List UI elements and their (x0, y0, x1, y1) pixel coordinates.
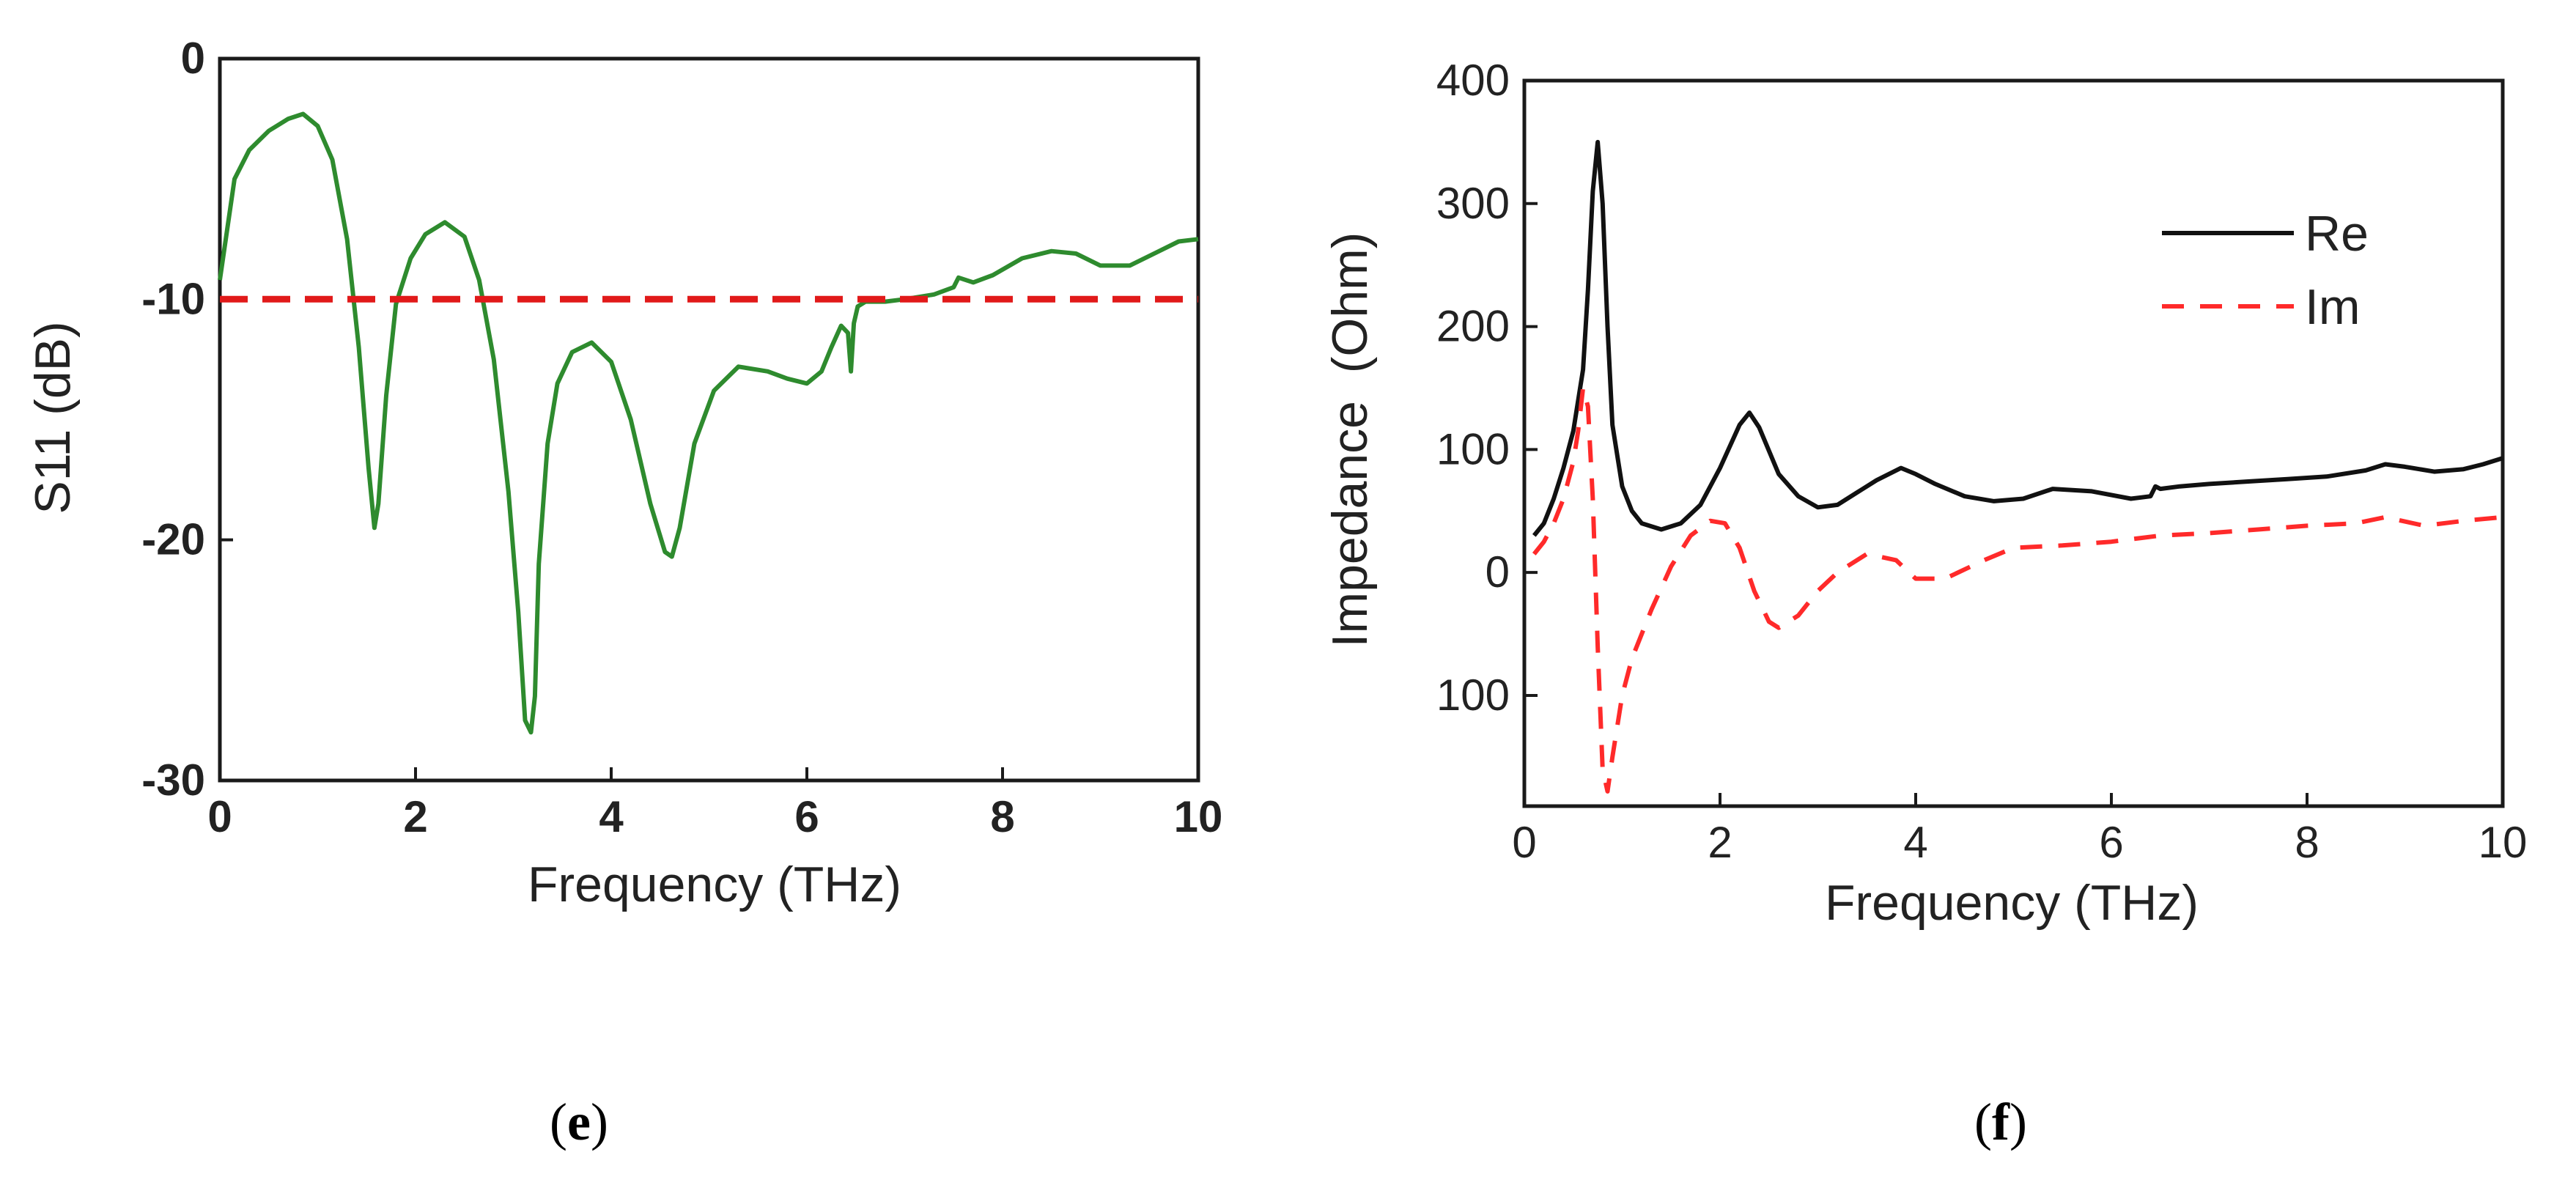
panel-letter-f: f (1992, 1093, 2010, 1151)
y-axis-title-f: Impedance (Ohm) (1322, 232, 1378, 648)
x-axis-title-f: Frequency (THz) (1825, 875, 2199, 931)
panel-label-e: (e) (550, 1093, 608, 1151)
y-tick-label: 0 (181, 34, 205, 83)
x-tick-label: 6 (794, 792, 819, 841)
series-line-s11 (218, 111, 1199, 735)
x-tick-labels-e: 0 2 4 6 8 10 (207, 792, 1222, 841)
panel-label-f: (f) (1974, 1093, 2027, 1151)
x-tick-label: 8 (2295, 818, 2319, 867)
series-line-re (1532, 139, 2503, 537)
x-tick-label: 4 (599, 792, 624, 841)
legend-label-re: Re (2305, 206, 2369, 262)
plot-frame-f (1522, 78, 2505, 808)
x-tick-label: 0 (207, 792, 232, 841)
x-tick-label: 4 (1903, 818, 1927, 867)
x-tick-label: 10 (2479, 818, 2528, 867)
series-line-im (1532, 385, 2503, 794)
x-tick-labels-f: 0 2 4 6 8 10 (1512, 818, 2527, 867)
x-tick-label: 6 (2099, 818, 2123, 867)
x-tick-label: 8 (990, 792, 1014, 841)
panel-letter-e: e (567, 1093, 591, 1151)
chart-panel-e: 0 2 4 6 8 10 0 -10 -20 -30 Frequency (THz) S11 (… (25, 34, 1222, 1151)
y-tick-label: 100 (1436, 424, 1510, 473)
y-tick-label: 100 (1436, 671, 1510, 720)
y-tick-label: -10 (141, 274, 205, 323)
x-tick-label: 10 (1174, 792, 1223, 841)
y-tick-label: -20 (141, 515, 205, 564)
series-group-e (218, 111, 1199, 735)
x-axis-title-e: Frequency (THz) (528, 857, 901, 912)
legend-f: Re Im (2162, 206, 2369, 335)
y-tick-label: 400 (1436, 56, 1510, 105)
y-tick-labels-f: 400 300 200 100 0 100 (1436, 56, 1510, 720)
chart-panel-f: 0 2 4 6 8 10 400 300 200 100 0 100 Re Im Frequency … (1322, 56, 2527, 1151)
y-tick-label: 300 (1436, 179, 1510, 228)
x-tick-label: 2 (1708, 818, 1732, 867)
y-tick-labels-e: 0 -10 -20 -30 (141, 34, 205, 805)
legend-label-im: Im (2305, 279, 2361, 335)
tick-marks-f (1523, 79, 2504, 806)
y-tick-label: 200 (1436, 302, 1510, 351)
plot-frame-e (218, 56, 1200, 783)
x-tick-label: 2 (403, 792, 427, 841)
y-tick-label: 0 (1486, 547, 1510, 597)
x-tick-label: 0 (1512, 818, 1536, 867)
y-axis-title-e: S11 (dB) (25, 321, 81, 514)
series-group-f (1532, 139, 2503, 794)
y-tick-label: -30 (141, 756, 205, 805)
